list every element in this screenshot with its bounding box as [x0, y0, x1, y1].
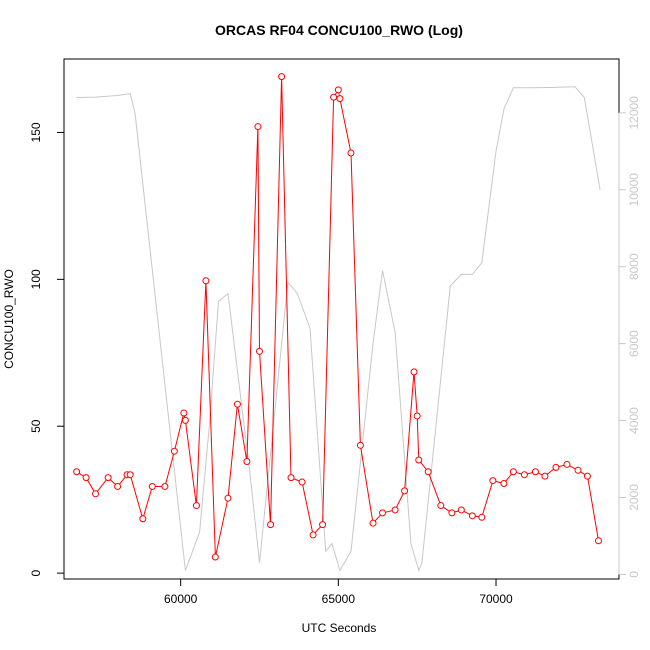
- data-point: [424, 468, 432, 476]
- y2-tick-label: 6000: [627, 330, 641, 357]
- data-point: [583, 472, 591, 480]
- data-point: [369, 519, 377, 527]
- series-layer: [73, 73, 603, 573]
- data-point: [202, 277, 210, 285]
- y2-tick-label: 12000: [627, 96, 641, 130]
- data-point: [298, 478, 306, 486]
- data-point: [448, 509, 456, 517]
- data-point: [309, 531, 317, 539]
- data-point: [92, 490, 100, 498]
- data-point: [181, 416, 189, 424]
- data-point: [520, 471, 528, 479]
- data-point: [180, 409, 188, 417]
- x-axis: 60000 65000 70000: [164, 578, 513, 606]
- data-point: [541, 472, 549, 480]
- y-axis-left: 0 50 100 150: [29, 122, 65, 576]
- y2-tick-label: 8000: [627, 253, 641, 280]
- data-point: [224, 494, 232, 502]
- x-tick-label: 70000: [479, 592, 513, 606]
- data-point: [139, 515, 147, 523]
- x-tick-label: 60000: [164, 592, 198, 606]
- data-point: [500, 480, 508, 488]
- data-point: [267, 521, 275, 529]
- data-point: [413, 412, 421, 420]
- data-point: [254, 123, 262, 131]
- data-point: [356, 441, 364, 449]
- y-tick-label: 100: [29, 269, 43, 289]
- data-point: [211, 553, 219, 561]
- y-tick-label: 0: [29, 569, 43, 576]
- y2-tick-label: 2000: [627, 484, 641, 511]
- data-point: [478, 513, 486, 521]
- data-point: [278, 73, 286, 81]
- data-point: [347, 149, 355, 157]
- data-point: [148, 482, 156, 490]
- data-point: [378, 509, 386, 517]
- data-point: [410, 368, 418, 376]
- data-point: [563, 460, 571, 468]
- data-point: [82, 474, 90, 482]
- data-point: [391, 506, 399, 514]
- data-point: [104, 474, 112, 482]
- data-point: [489, 477, 497, 485]
- data-point: [334, 86, 342, 94]
- y-axis-right: 0 2000 4000 6000 8000 10000 12000: [618, 96, 641, 578]
- data-point: [243, 457, 251, 465]
- y-tick-label: 50: [29, 419, 43, 433]
- data-point: [574, 466, 582, 474]
- data-point: [595, 537, 603, 545]
- data-point: [531, 468, 539, 476]
- x-axis-label: UTC Seconds: [302, 621, 377, 635]
- data-point: [114, 482, 122, 490]
- data-point: [161, 482, 169, 490]
- data-point: [468, 512, 476, 520]
- data-point: [415, 456, 423, 464]
- data-point: [401, 487, 409, 495]
- data-point: [457, 506, 465, 514]
- plot-frame: [63, 58, 620, 580]
- data-point: [509, 468, 517, 476]
- y-tick-label: 150: [29, 122, 43, 142]
- data-point: [287, 474, 295, 482]
- x-tick-label: 65000: [322, 592, 356, 606]
- data-point: [126, 471, 134, 479]
- y2-tick-label: 4000: [627, 407, 641, 434]
- y-axis-label: CONCU100_RWO: [2, 269, 16, 369]
- series-line-right: [76, 86, 601, 573]
- data-point: [552, 463, 560, 471]
- data-point: [170, 447, 178, 455]
- chart-title: ORCAS RF04 CONCU100_RWO (Log): [215, 22, 463, 38]
- data-point: [336, 95, 344, 103]
- data-point: [233, 400, 241, 408]
- y2-tick-label: 10000: [627, 173, 641, 207]
- data-point: [330, 93, 338, 101]
- y2-tick-label: 0: [627, 571, 641, 578]
- data-point: [319, 521, 327, 529]
- data-point: [437, 502, 445, 510]
- data-point: [192, 502, 200, 510]
- data-point: [73, 468, 81, 476]
- data-point: [256, 347, 264, 355]
